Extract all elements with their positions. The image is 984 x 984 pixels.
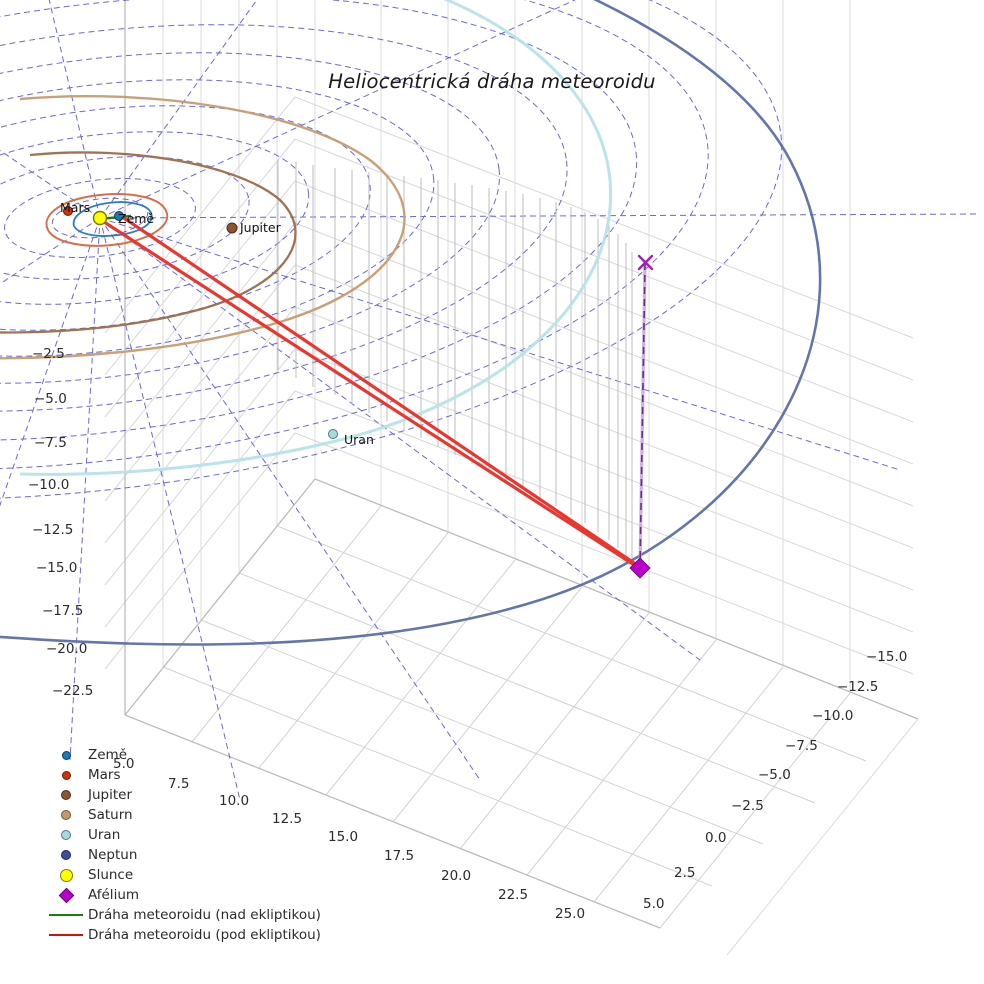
tick-label-y-7: −12.5 <box>837 679 879 695</box>
tick-label-z-7: −20.0 <box>46 641 88 657</box>
legend-item-label: Neptun <box>88 847 138 863</box>
axes-back-pane-right <box>314 0 851 693</box>
legend-circle-icon <box>61 830 71 840</box>
aphelion-marker <box>629 557 651 579</box>
legend-key-circle-icon <box>44 868 88 882</box>
tick-label-y-8: −15.0 <box>866 649 908 665</box>
legend-circle-icon <box>61 850 71 860</box>
legend-key-circle-icon <box>44 770 88 780</box>
legend-item-label: Saturn <box>88 807 133 823</box>
tick-label-z-1: −5.0 <box>34 391 67 407</box>
tick-label-z-6: −17.5 <box>42 603 84 619</box>
legend-key-line-icon <box>44 934 88 936</box>
legend-circle-icon <box>61 790 71 800</box>
legend-item-label: Země <box>88 747 128 763</box>
legend-key-circle-icon <box>44 790 88 800</box>
body-label-uran: Uran <box>344 432 374 447</box>
tick-label-x-3: 12.5 <box>272 811 303 827</box>
legend-item-6[interactable]: Slunce <box>44 865 344 885</box>
tick-label-x-7: 22.5 <box>498 887 529 903</box>
legend-item-label: Dráha meteoroidu (pod ekliptikou) <box>88 927 321 943</box>
legend-item-1[interactable]: Mars <box>44 765 344 785</box>
legend-item-label: Mars <box>88 767 121 783</box>
legend: Země Mars Jupiter Saturn Uran Neptun Slunce Afé… <box>44 745 344 945</box>
tick-label-y-1: 2.5 <box>674 865 696 881</box>
legend-key-circle-icon <box>44 810 88 820</box>
body-label-země: Země <box>118 211 155 226</box>
legend-circle-icon <box>59 868 73 882</box>
tick-label-x-2: 10.0 <box>219 793 250 809</box>
legend-item-label: Dráha meteoroidu (nad ekliptikou) <box>88 907 321 923</box>
legend-key-diamond-icon <box>44 887 88 903</box>
aphelion-dropline <box>638 262 647 569</box>
legend-item-label: Jupiter <box>88 787 133 803</box>
tick-label-z-8: −22.5 <box>52 683 94 699</box>
tick-label-y-0: 5.0 <box>643 896 665 912</box>
legend-item-5[interactable]: Neptun <box>44 845 344 865</box>
tick-label-z-5: −15.0 <box>36 560 78 576</box>
legend-item-3[interactable]: Saturn <box>44 805 344 825</box>
planet-marker-uranus <box>328 429 338 439</box>
orbit-jupiter <box>0 151 297 334</box>
tick-label-x-0: 5.0 <box>113 756 135 772</box>
legend-key-circle-icon <box>44 750 88 760</box>
legend-item-9[interactable]: Dráha meteoroidu (pod ekliptikou) <box>44 925 344 945</box>
legend-item-4[interactable]: Uran <box>44 825 344 845</box>
orbit-neptune <box>0 0 822 646</box>
legend-key-line-icon <box>44 914 88 916</box>
tick-label-x-1: 7.5 <box>168 776 190 792</box>
tick-label-x-8: 25.0 <box>555 906 586 922</box>
tick-label-x-4: 15.0 <box>328 829 359 845</box>
tick-label-y-6: −7.5 <box>785 738 818 754</box>
legend-circle-icon <box>61 750 71 760</box>
body-label-jupiter: Jupiter <box>240 220 281 235</box>
legend-circle-icon <box>61 810 71 820</box>
legend-line-swatch <box>49 914 83 916</box>
tick-label-z-4: −12.5 <box>32 522 74 538</box>
sun-marker <box>92 210 108 226</box>
legend-item-2[interactable]: Jupiter <box>44 785 344 805</box>
legend-item-0[interactable]: Země <box>44 745 344 765</box>
tick-label-y-4: −10.0 <box>812 708 854 724</box>
trajectory-below-ecliptic <box>99 212 642 570</box>
orbit-saturn <box>0 95 406 360</box>
tick-label-z-2: −7.5 <box>34 435 67 451</box>
orbit-mars <box>45 193 168 247</box>
legend-item-label: Slunce <box>88 867 134 883</box>
page-title: Heliocentrická dráha meteoroidu <box>328 70 656 93</box>
tick-label-x-5: 17.5 <box>384 848 415 864</box>
projection-stems <box>277 160 633 562</box>
tick-label-z-0: −2.5 <box>32 346 65 362</box>
body-label-mars: Mars <box>60 200 91 215</box>
legend-key-circle-icon <box>44 850 88 860</box>
axes-z-rails <box>104 96 914 675</box>
legend-diamond-icon <box>58 887 74 903</box>
planet-marker-earth <box>114 211 124 221</box>
tick-label-z-3: −10.0 <box>28 477 70 493</box>
legend-item-7[interactable]: Afélium <box>44 885 344 905</box>
orbit-earth <box>72 201 153 237</box>
tick-label-y-2: 0.0 <box>705 830 727 846</box>
planet-marker-mars <box>63 206 73 216</box>
tick-label-y-3: −2.5 <box>731 798 764 814</box>
legend-item-8[interactable]: Dráha meteoroidu (nad ekliptikou) <box>44 905 344 925</box>
tick-label-x-6: 20.0 <box>441 868 472 884</box>
legend-item-label: Afélium <box>88 887 140 903</box>
legend-circle-icon <box>61 770 71 780</box>
planet-marker-jupiter <box>226 222 238 234</box>
legend-line-swatch <box>49 934 83 936</box>
legend-key-circle-icon <box>44 830 88 840</box>
legend-item-label: Uran <box>88 827 121 843</box>
orbit-uranus <box>19 0 613 476</box>
tick-label-y-5: −5.0 <box>758 767 791 783</box>
aphelion-projection-x-icon <box>637 254 654 271</box>
